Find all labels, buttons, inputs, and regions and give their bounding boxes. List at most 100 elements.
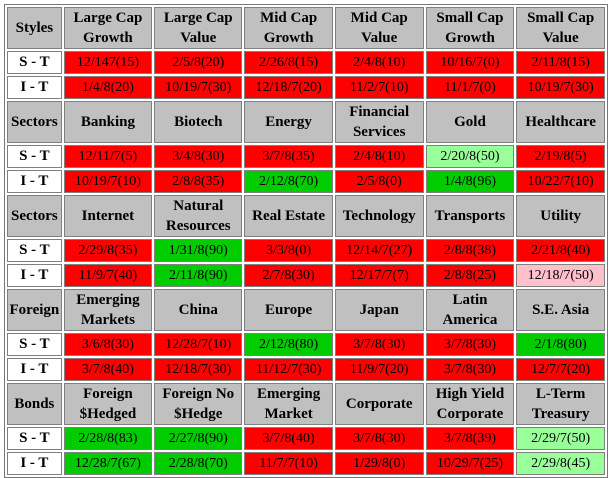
- category-header: Banking: [63, 101, 153, 143]
- signal-cell: 10/22/7(10): [516, 170, 605, 193]
- signal-cell: 3/3/8(0): [244, 239, 333, 262]
- table-row: I - T 10/19/7(10) 2/8/8(35) 2/12/8(70) 2/5/8…: [7, 170, 605, 193]
- category-header: Energy: [244, 101, 333, 143]
- signal-cell: 2/11/8(90): [154, 264, 243, 287]
- signal-cell: 2/8/8(25): [425, 264, 515, 287]
- signal-cell: 2/21/8(40): [516, 239, 605, 262]
- signal-cell: 2/28/8(70): [154, 452, 243, 475]
- fund-signal-table: Styles Large Cap Growth Large Cap Value Mid…: [4, 4, 608, 478]
- signal-cell: 12/14/7(27): [334, 239, 424, 262]
- signal-cell: 3/7/8(30): [425, 358, 515, 381]
- signal-cell: 3/7/8(40): [63, 358, 153, 381]
- signal-cell: 2/4/8(10): [334, 51, 424, 74]
- signal-cell: 10/19/7(30): [154, 76, 243, 99]
- signal-cell: 2/12/8(80): [244, 333, 333, 356]
- signal-cell: 2/20/8(50): [425, 145, 515, 168]
- signal-cell: 11/1/7(0): [425, 76, 515, 99]
- category-header: Japan: [334, 289, 424, 331]
- row-label: I - T: [7, 76, 62, 99]
- category-header: Large Cap Value: [154, 7, 243, 49]
- category-header: Technology: [334, 195, 424, 237]
- category-header: Transports: [425, 195, 515, 237]
- category-header: Small Cap Value: [516, 7, 605, 49]
- signal-cell: 3/7/8(30): [334, 333, 424, 356]
- category-header: Europe: [244, 289, 333, 331]
- signal-cell: 12/18/7(50): [516, 264, 605, 287]
- section-header-row: Sectors Internet Natural Resources Real Est…: [7, 195, 605, 237]
- signal-cell: 11/7/7(10): [244, 452, 333, 475]
- signal-cell: 3/7/8(30): [334, 427, 424, 450]
- section-header-row: Styles Large Cap Growth Large Cap Value Mid…: [7, 7, 605, 49]
- category-header: Gold: [425, 101, 515, 143]
- section-label: Foreign: [7, 289, 62, 331]
- signal-cell: 2/27/8(90): [154, 427, 243, 450]
- section-label: Sectors: [7, 195, 62, 237]
- signal-cell: 12/28/7(67): [63, 452, 153, 475]
- signal-cell: 11/9/7(20): [334, 358, 424, 381]
- table-row: I - T 1/4/8(20) 10/19/7(30) 12/18/7(20) 11/2…: [7, 76, 605, 99]
- signal-cell: 2/28/8(83): [63, 427, 153, 450]
- category-header: High Yield Corporate: [425, 383, 515, 425]
- category-header: Biotech: [154, 101, 243, 143]
- category-header: Mid Cap Value: [334, 7, 424, 49]
- signal-cell: 11/9/7(40): [63, 264, 153, 287]
- signal-cell: 2/12/8(70): [244, 170, 333, 193]
- table-row: S - T 12/11/7(5) 3/4/8(30) 3/7/8(35) 2/4/8(1…: [7, 145, 605, 168]
- fund-signal-table-body: Styles Large Cap Growth Large Cap Value Mid…: [7, 7, 605, 475]
- signal-cell: 12/147(15): [63, 51, 153, 74]
- table-row: I - T 12/28/7(67) 2/28/8(70) 11/7/7(10) 1/29…: [7, 452, 605, 475]
- signal-cell: 12/28/7(10): [154, 333, 243, 356]
- signal-cell: 2/29/7(50): [516, 427, 605, 450]
- signal-cell: 11/2/7(10): [334, 76, 424, 99]
- category-header: Small Cap Growth: [425, 7, 515, 49]
- signal-cell: 3/7/8(30): [425, 333, 515, 356]
- category-header: Emerging Markets: [63, 289, 153, 331]
- category-header: S.E. Asia: [516, 289, 605, 331]
- signal-cell: 12/18/7(20): [244, 76, 333, 99]
- category-header: Large Cap Growth: [63, 7, 153, 49]
- row-label: S - T: [7, 239, 62, 262]
- signal-cell: 12/18/7(30): [154, 358, 243, 381]
- category-header: China: [154, 289, 243, 331]
- signal-cell: 1/4/8(20): [63, 76, 153, 99]
- signal-cell: 10/19/7(10): [63, 170, 153, 193]
- signal-cell: 10/19/7(30): [516, 76, 605, 99]
- row-label: S - T: [7, 333, 62, 356]
- signal-cell: 12/17/7(7): [334, 264, 424, 287]
- signal-cell: 10/29/7(25): [425, 452, 515, 475]
- category-header: Natural Resources: [154, 195, 243, 237]
- category-header: Financial Services: [334, 101, 424, 143]
- signal-cell: 1/4/8(96): [425, 170, 515, 193]
- category-header: Real Estate: [244, 195, 333, 237]
- table-row: I - T 11/9/7(40) 2/11/8(90) 2/7/8(30) 12/17/…: [7, 264, 605, 287]
- category-header: Latin America: [425, 289, 515, 331]
- category-header: Foreign No $Hedge: [154, 383, 243, 425]
- category-header: Utility: [516, 195, 605, 237]
- signal-cell: 12/7/7(20): [516, 358, 605, 381]
- row-label: S - T: [7, 51, 62, 74]
- signal-cell: 1/29/8(0): [334, 452, 424, 475]
- signal-cell: 1/31/8(90): [154, 239, 243, 262]
- section-header-row: Sectors Banking Biotech Energy Financial Ser…: [7, 101, 605, 143]
- table-row: I - T 3/7/8(40) 12/18/7(30) 11/12/7(30) 11/9…: [7, 358, 605, 381]
- row-label: I - T: [7, 358, 62, 381]
- section-label: Styles: [7, 7, 62, 49]
- signal-cell: 2/5/8(0): [334, 170, 424, 193]
- signal-cell: 2/7/8(30): [244, 264, 333, 287]
- signal-cell: 2/1/8(80): [516, 333, 605, 356]
- signal-cell: 2/5/8(20): [154, 51, 243, 74]
- row-label: S - T: [7, 427, 62, 450]
- signal-cell: 3/7/8(40): [244, 427, 333, 450]
- signal-cell: 10/16/7(0): [425, 51, 515, 74]
- category-header: Emerging Market: [244, 383, 333, 425]
- section-label: Sectors: [7, 101, 62, 143]
- category-header: Mid Cap Growth: [244, 7, 333, 49]
- section-label: Bonds: [7, 383, 62, 425]
- category-header: Healthcare: [516, 101, 605, 143]
- signal-cell: 2/11/8(15): [516, 51, 605, 74]
- signal-cell: 12/11/7(5): [63, 145, 153, 168]
- signal-cell: 2/4/8(10): [334, 145, 424, 168]
- signal-cell: 3/7/8(35): [244, 145, 333, 168]
- category-header: L-Term Treasury: [516, 383, 605, 425]
- row-label: S - T: [7, 145, 62, 168]
